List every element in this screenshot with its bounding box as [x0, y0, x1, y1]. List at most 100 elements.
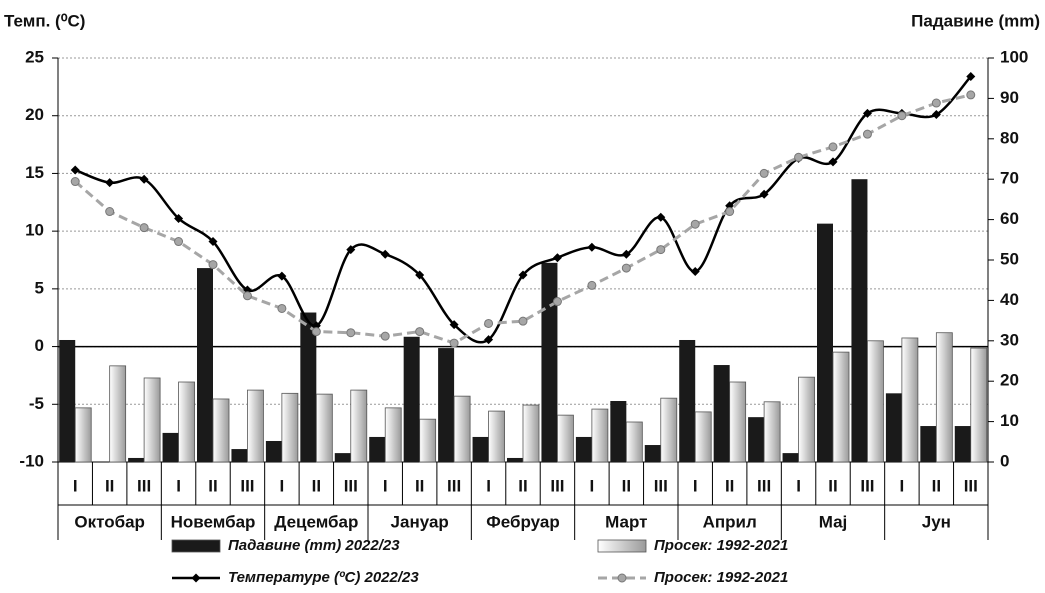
legend-swatch [597, 539, 647, 553]
bar [679, 339, 696, 462]
x-tick-label: II [312, 476, 321, 495]
bar [867, 340, 884, 463]
marker [931, 98, 941, 108]
bar [901, 337, 919, 463]
x-tick-label: I [176, 476, 181, 495]
marker [759, 189, 769, 199]
marker [484, 318, 494, 328]
bar [247, 389, 264, 463]
marker [931, 110, 941, 120]
marker [449, 338, 459, 348]
bar [625, 421, 643, 463]
bar [438, 348, 455, 462]
y2-tick-label: 40 [1000, 290, 1019, 309]
y2-tick-label: 50 [1000, 249, 1019, 268]
marker [208, 237, 218, 247]
x-tick-label: III [757, 476, 771, 495]
bar [970, 347, 988, 463]
bar [851, 179, 868, 462]
bar [557, 414, 574, 463]
marker [346, 328, 356, 338]
y-tick-label: 15 [25, 163, 44, 182]
x-group-label: Јануар [391, 512, 449, 531]
marker [380, 331, 390, 341]
legend-label: Температуре (ºC) 2022/23 [228, 569, 419, 586]
bar [384, 407, 402, 463]
bar [143, 377, 161, 463]
marker [966, 71, 976, 81]
x-tick-label: III [447, 476, 461, 495]
x-group-label: Фебруар [486, 512, 559, 531]
bar [798, 376, 815, 463]
bar [488, 410, 505, 463]
marker [587, 280, 597, 290]
marker [552, 297, 562, 307]
x-tick-label: II [208, 476, 217, 495]
bar [644, 445, 661, 462]
y2-tick-label: 100 [1000, 47, 1028, 66]
bar [59, 339, 76, 462]
bar [954, 426, 971, 462]
x-tick-label: I [900, 476, 905, 495]
marker [346, 245, 356, 255]
x-tick-label: III [240, 476, 254, 495]
x-group-label: Април [703, 512, 757, 531]
y-tick-label: 10 [25, 221, 44, 240]
x-tick-label: III [860, 476, 874, 495]
bar [507, 457, 523, 462]
marker [828, 157, 838, 167]
x-tick-label: II [828, 476, 837, 495]
x-tick-label: II [518, 476, 527, 495]
marker [139, 174, 149, 184]
marker [174, 237, 184, 247]
x-group-label: Децембар [274, 512, 358, 531]
marker [725, 207, 735, 217]
y-tick-label: 20 [25, 105, 44, 124]
bar [660, 397, 678, 463]
legend-marker [617, 573, 627, 583]
bar [817, 223, 833, 462]
x-tick-label: III [654, 476, 668, 495]
bar [109, 365, 127, 463]
marker [621, 249, 631, 259]
marker [690, 219, 700, 229]
marker [862, 108, 872, 118]
marker [277, 271, 287, 281]
marker [105, 178, 115, 188]
marker [656, 212, 666, 222]
marker [105, 207, 115, 217]
x-tick-label: I [73, 476, 78, 495]
y-tick-label: 0 [35, 336, 44, 355]
marker [139, 223, 149, 233]
x-tick-label: I [693, 476, 698, 495]
bar [231, 449, 248, 462]
marker [621, 263, 631, 273]
marker [828, 142, 838, 152]
x-group-label: Јун [922, 512, 951, 531]
marker [966, 90, 976, 100]
bar [74, 407, 92, 463]
x-tick-label: II [622, 476, 631, 495]
x-tick-label: II [415, 476, 424, 495]
y2-tick-label: 0 [1000, 451, 1009, 470]
bar [920, 426, 937, 462]
bar [694, 411, 712, 463]
x-tick-label: III [344, 476, 358, 495]
bar [419, 418, 437, 463]
y2-tick-label: 80 [1000, 128, 1019, 147]
x-group-label: Октобар [74, 512, 145, 531]
x-tick-label: III [550, 476, 564, 495]
legend-marker [191, 573, 201, 583]
x-tick-label: III [964, 476, 978, 495]
bar [212, 398, 230, 463]
marker [518, 316, 528, 326]
bar [610, 400, 627, 462]
bar [197, 268, 213, 462]
y2-tick-label: 20 [1000, 371, 1019, 390]
legend-label: Падавине (mm) 2022/23 [228, 537, 400, 554]
y-tick-label: -10 [19, 451, 44, 470]
marker [208, 260, 218, 270]
marker [518, 270, 528, 280]
marker [587, 242, 597, 252]
bar [522, 404, 540, 463]
